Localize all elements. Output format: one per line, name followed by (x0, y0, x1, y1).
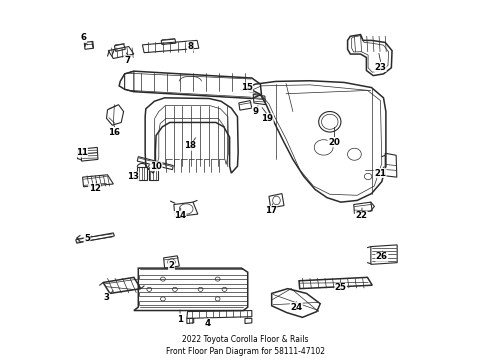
Text: 5: 5 (84, 234, 90, 243)
Text: 10: 10 (150, 162, 162, 171)
Text: 7: 7 (124, 56, 130, 65)
Text: 6: 6 (80, 33, 87, 42)
Text: 25: 25 (335, 283, 347, 292)
Text: 19: 19 (261, 114, 273, 123)
Text: 13: 13 (127, 172, 139, 181)
Text: 8: 8 (187, 42, 193, 51)
Text: 20: 20 (328, 138, 340, 147)
Text: 3: 3 (103, 293, 109, 302)
Text: 21: 21 (374, 168, 386, 177)
Text: 18: 18 (184, 141, 196, 150)
Text: 11: 11 (75, 148, 88, 157)
Text: 14: 14 (174, 211, 186, 220)
Text: 24: 24 (290, 303, 302, 312)
Text: 16: 16 (108, 127, 121, 136)
Text: 4: 4 (204, 319, 210, 328)
Text: 26: 26 (376, 252, 388, 261)
Text: 22: 22 (355, 211, 368, 220)
Text: 1: 1 (177, 315, 183, 324)
Text: 12: 12 (89, 184, 100, 193)
Text: 9: 9 (252, 107, 258, 116)
Text: 15: 15 (241, 83, 253, 92)
Text: 2022 Toyota Corolla Floor & Rails
Front Floor Pan Diagram for 58111-47102: 2022 Toyota Corolla Floor & Rails Front … (166, 336, 324, 356)
Text: 17: 17 (265, 206, 277, 215)
Text: 2: 2 (169, 261, 174, 270)
Text: 23: 23 (374, 63, 386, 72)
